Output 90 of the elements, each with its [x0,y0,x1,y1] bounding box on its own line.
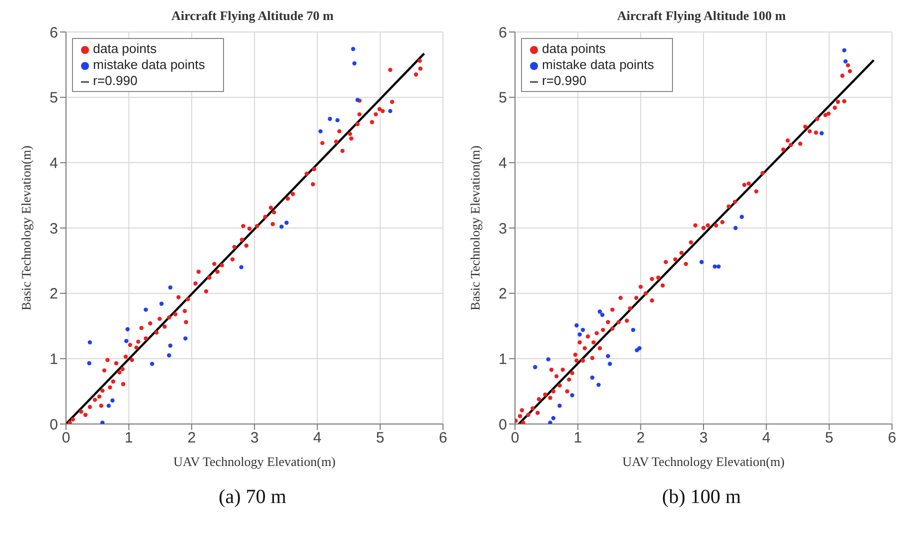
legend-label: mistake data points [542,57,654,72]
point [166,353,172,358]
y-tick-label: 1 [498,350,507,368]
y-tick-label: 2 [50,286,58,303]
point [168,285,172,290]
point [351,46,356,52]
point [842,48,846,52]
point [740,214,744,219]
point [159,302,164,306]
point [239,265,244,270]
point [574,323,579,328]
text: (b) 100 m [661,486,742,509]
point [608,362,612,366]
y-tick-label: 4 [498,154,507,172]
point [843,59,848,64]
point [631,328,636,332]
point [712,264,717,269]
point [551,416,556,420]
y-tick-label: 0 [50,416,58,434]
point [733,226,738,230]
y-tick-label: 5 [498,90,507,107]
point [124,338,128,344]
point [125,327,130,332]
point [150,362,154,366]
point [716,264,721,269]
point [88,340,92,344]
point [600,312,604,317]
legend-label: data points [93,41,157,56]
text: (a) 70 m [218,486,288,509]
x-tick-label: 3 [699,430,708,447]
point [596,382,601,387]
point [700,260,704,264]
point [580,328,585,332]
point [328,116,332,121]
point [546,357,550,362]
x-tick-label: 4 [762,430,771,447]
x-tick-label: 5 [376,430,384,447]
y-tick-label: 4 [50,154,58,172]
point [284,220,289,225]
x-tick-label: 6 [438,430,448,447]
legend-label: mistake data points [93,57,206,72]
point [335,118,340,122]
point [548,420,552,424]
point [634,348,639,352]
x-tick-label: 2 [187,430,196,447]
legend-label: r=0.990 [93,73,138,88]
x-axis-title: UAV Technology Elevation(m) [173,454,336,469]
point [352,61,357,66]
point [820,131,824,136]
point [279,224,284,229]
x-tick-label: 2 [636,430,645,447]
point [100,420,105,424]
point [590,376,594,380]
point [318,129,323,134]
y-axis-title: Basic Technology Elevation(m) [18,146,34,310]
y-axis-title: Basic Technology Elevation(m) [468,146,483,310]
x-tick-label: 0 [62,430,70,447]
x-tick-label: 1 [574,430,582,447]
point [144,308,148,312]
y-tick-label: 3 [498,220,507,238]
point [533,365,538,370]
point [578,332,582,337]
x-tick-label: 4 [313,430,322,447]
chart-title: Aircraft Flying Altitude 70 m [170,8,335,24]
point [168,344,172,348]
point [606,354,610,358]
legend-label: r=0.990 [542,73,586,88]
point [598,310,602,314]
x-tick-label: 5 [824,430,834,447]
y-tick-label: 1 [50,350,58,368]
point [106,404,111,408]
x-tick-label: 0 [510,430,520,447]
point [110,398,115,403]
y-tick-label: 6 [498,24,507,42]
point [570,393,574,398]
point [183,336,188,341]
y-tick-label: 5 [50,90,58,107]
x-tick-label: 1 [124,430,134,447]
point [388,108,392,114]
x-axis-title: UAV Technology Elevation(m) [622,454,785,469]
x-tick-label: 3 [250,430,259,447]
y-tick-label: 2 [498,286,507,303]
point [558,404,562,408]
point [87,361,92,366]
y-tick-label: 6 [50,24,58,42]
x-tick-label: 6 [888,430,896,447]
y-tick-label: 0 [498,416,507,434]
y-tick-label: 3 [50,220,58,238]
legend-label: data points [542,41,606,56]
chart-title: Aircraft Flying Altitude 100 m [616,8,787,24]
